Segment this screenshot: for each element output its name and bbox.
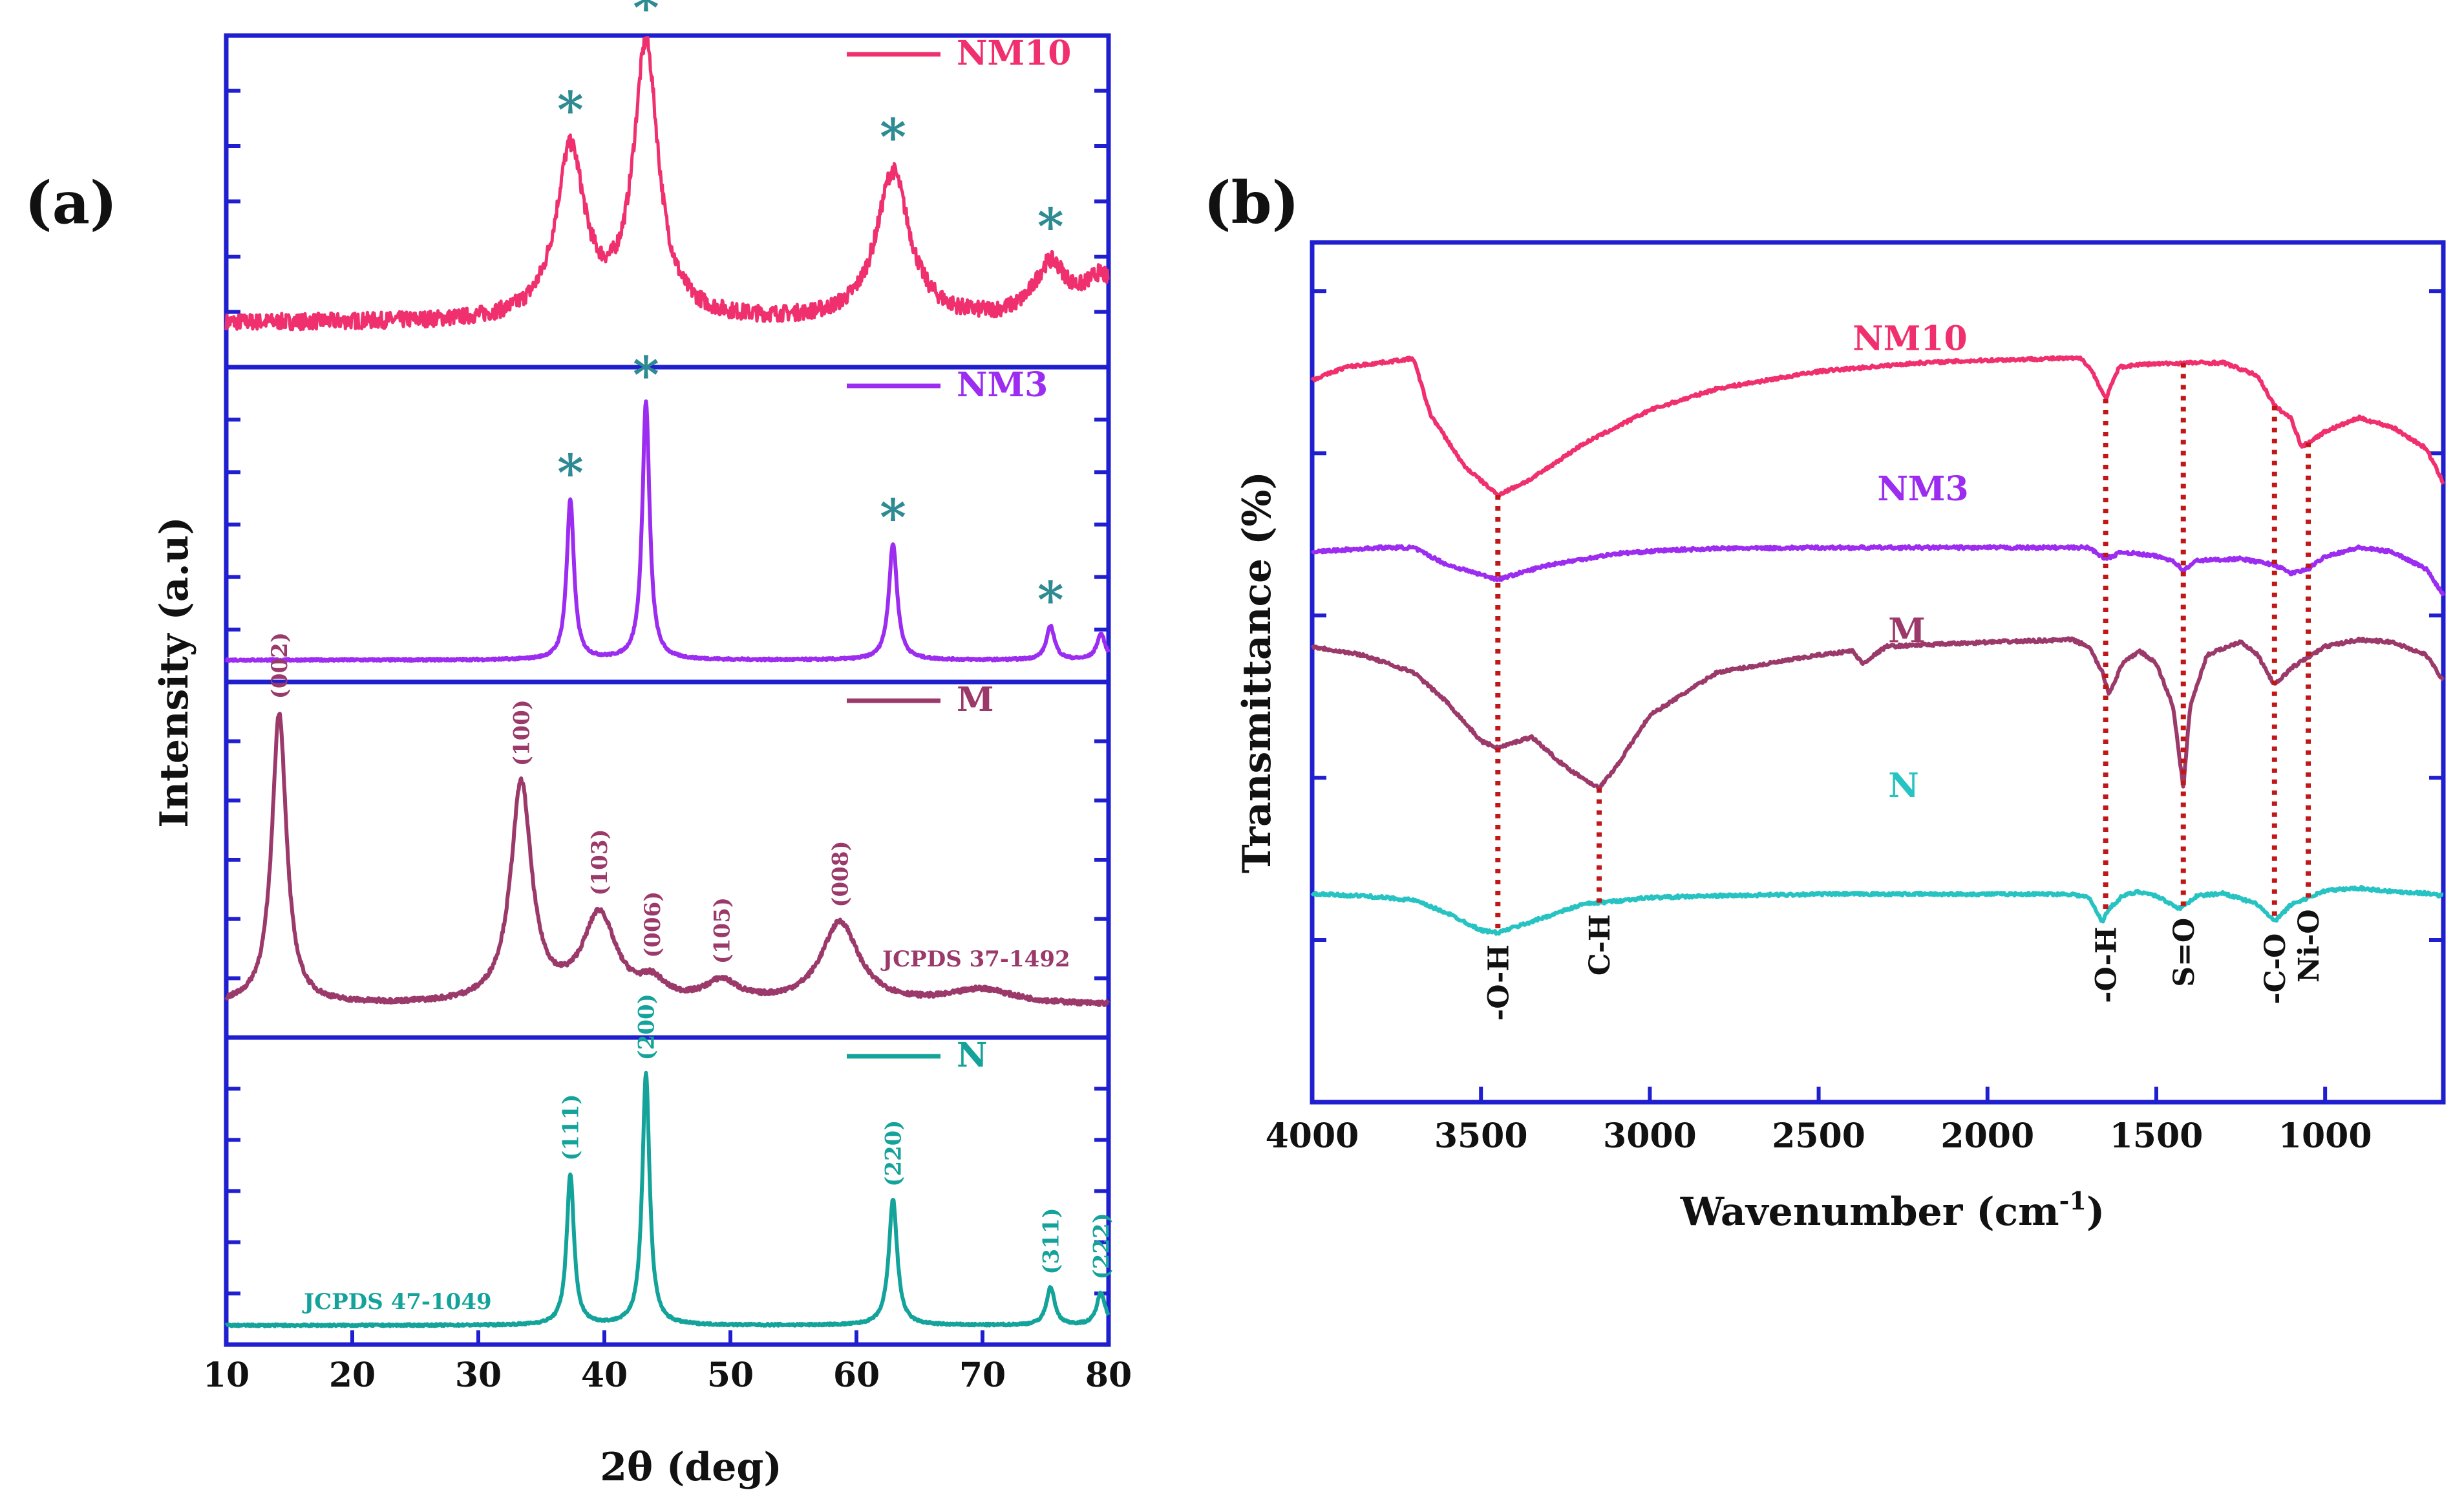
peak-hkl-label: (006): [640, 891, 666, 958]
x-tick-label: 2500: [1772, 1116, 1865, 1156]
ftir-panel: (b) 4000 3500 3000 2500 2000 1500 1000 NM10 NM3 M…: [1204, 169, 2446, 1235]
x-tick-label: 50: [707, 1356, 754, 1395]
peak-marker-star: *: [633, 0, 659, 37]
assignment-label: C-H: [1584, 914, 1617, 975]
xrd-trace-m: [224, 712, 1110, 1007]
xrd-y-axis-title: Intensity (a.u): [152, 516, 197, 827]
xrd-x-axis-title: 2θ (deg): [600, 1445, 782, 1490]
peak-hkl-label: (103): [587, 829, 613, 895]
ftir-series-nm3: NM3: [1310, 469, 2445, 597]
xrd-subplot-frame: [224, 365, 1111, 685]
peak-marker-star: *: [557, 443, 584, 502]
xrd-trace-nm10: [224, 36, 1110, 332]
peak-marker-star: *: [1037, 197, 1064, 256]
x-tick-label: 2000: [1940, 1116, 2034, 1156]
x-tick-label: 30: [455, 1356, 502, 1395]
xrd-trace-nm3: [224, 399, 1110, 663]
legend-label: NM10: [957, 34, 1071, 73]
ftir-series-label: NM10: [1853, 319, 1967, 358]
ftir-plot-frame: [1310, 240, 2446, 1105]
peak-hkl-label: (311): [1038, 1208, 1064, 1274]
x-tick-label: 10: [203, 1356, 250, 1395]
ftir-trace-n: [1310, 884, 2445, 936]
assignment-label: -O-H: [2090, 927, 2123, 1003]
panel-a-label: (a): [25, 169, 117, 237]
peak-hkl-label: (100): [509, 699, 535, 766]
xrd-trace-n: [224, 1070, 1110, 1328]
x-tick-label: 20: [329, 1356, 376, 1395]
ftir-x-axis-title: Wavenumber (cm-1): [1680, 1186, 2105, 1235]
ftir-series-label: M: [1888, 611, 1926, 650]
legend-label: N: [957, 1036, 988, 1075]
x-tick-label: 40: [581, 1356, 628, 1395]
ftir-series-n: N: [1310, 766, 2445, 936]
peak-hkl-label: (008): [828, 840, 854, 907]
assignment-label: S=O: [2168, 918, 2201, 987]
peak-marker-star: *: [557, 81, 584, 140]
assignment-label: Ni-O: [2293, 909, 2326, 983]
peak-hkl-label: (222): [1089, 1213, 1114, 1279]
x-tick-label: 70: [959, 1356, 1006, 1395]
ftir-trace-nm10: [1310, 355, 2445, 498]
x-tick-label: 1000: [2278, 1116, 2372, 1156]
assignment-label: -O-H: [1482, 944, 1515, 1021]
x-tick-label: 60: [833, 1356, 880, 1395]
jcpds-annotation: JCPDS 47-1049: [302, 1289, 492, 1315]
x-tick-label: 3500: [1434, 1116, 1528, 1156]
xrd-subplot-m: M (002) (100) (103) (006) (105) (008) JCPDS 37-…: [224, 632, 1111, 1040]
peak-hkl-label: (200): [633, 994, 659, 1060]
x-tick-label: 80: [1085, 1356, 1132, 1395]
legend-label: M: [957, 680, 994, 719]
ftir-trace-m: [1310, 636, 2445, 792]
assignment-label: -C-O: [2259, 933, 2292, 1005]
x-tick-label: 3000: [1603, 1116, 1697, 1156]
peak-marker-star: *: [633, 346, 659, 405]
ftir-series-label: N: [1888, 766, 1919, 805]
ftir-trace-nm3: [1310, 544, 2445, 597]
ftir-series-label: NM3: [1877, 469, 1968, 509]
x-tick-label: 4000: [1266, 1116, 1359, 1156]
xrd-panel: (a) NM10 * * * * NM3 * * * * M (002) (100) (103) (006)…: [25, 0, 1132, 1490]
panel-b-label: (b): [1204, 169, 1299, 237]
xrd-subplot-nm3: NM3 * * * *: [224, 346, 1111, 685]
ftir-series-nm10: NM10: [1310, 319, 2445, 498]
peak-hkl-label: (105): [709, 897, 735, 964]
ftir-series-m: M: [1310, 611, 2445, 792]
peak-hkl-label: (002): [267, 632, 293, 699]
legend-label: NM3: [957, 365, 1048, 405]
x-tick-label: 1500: [2110, 1116, 2204, 1156]
peak-marker-star: *: [880, 108, 906, 167]
peak-marker-star: *: [880, 488, 906, 547]
peak-marker-star: *: [1037, 571, 1064, 630]
ftir-y-axis-title: Transmittance (%): [1235, 471, 1280, 873]
peak-hkl-label: (220): [881, 1120, 907, 1187]
xrd-subplot-nm10: NM10 * * * *: [224, 0, 1111, 370]
jcpds-annotation: JCPDS 37-1492: [880, 946, 1070, 972]
peak-hkl-label: (111): [558, 1094, 584, 1161]
xrd-subplot-n: N (111) (200) (220) (311) (222) JCPDS 47-1049: [224, 994, 1114, 1347]
